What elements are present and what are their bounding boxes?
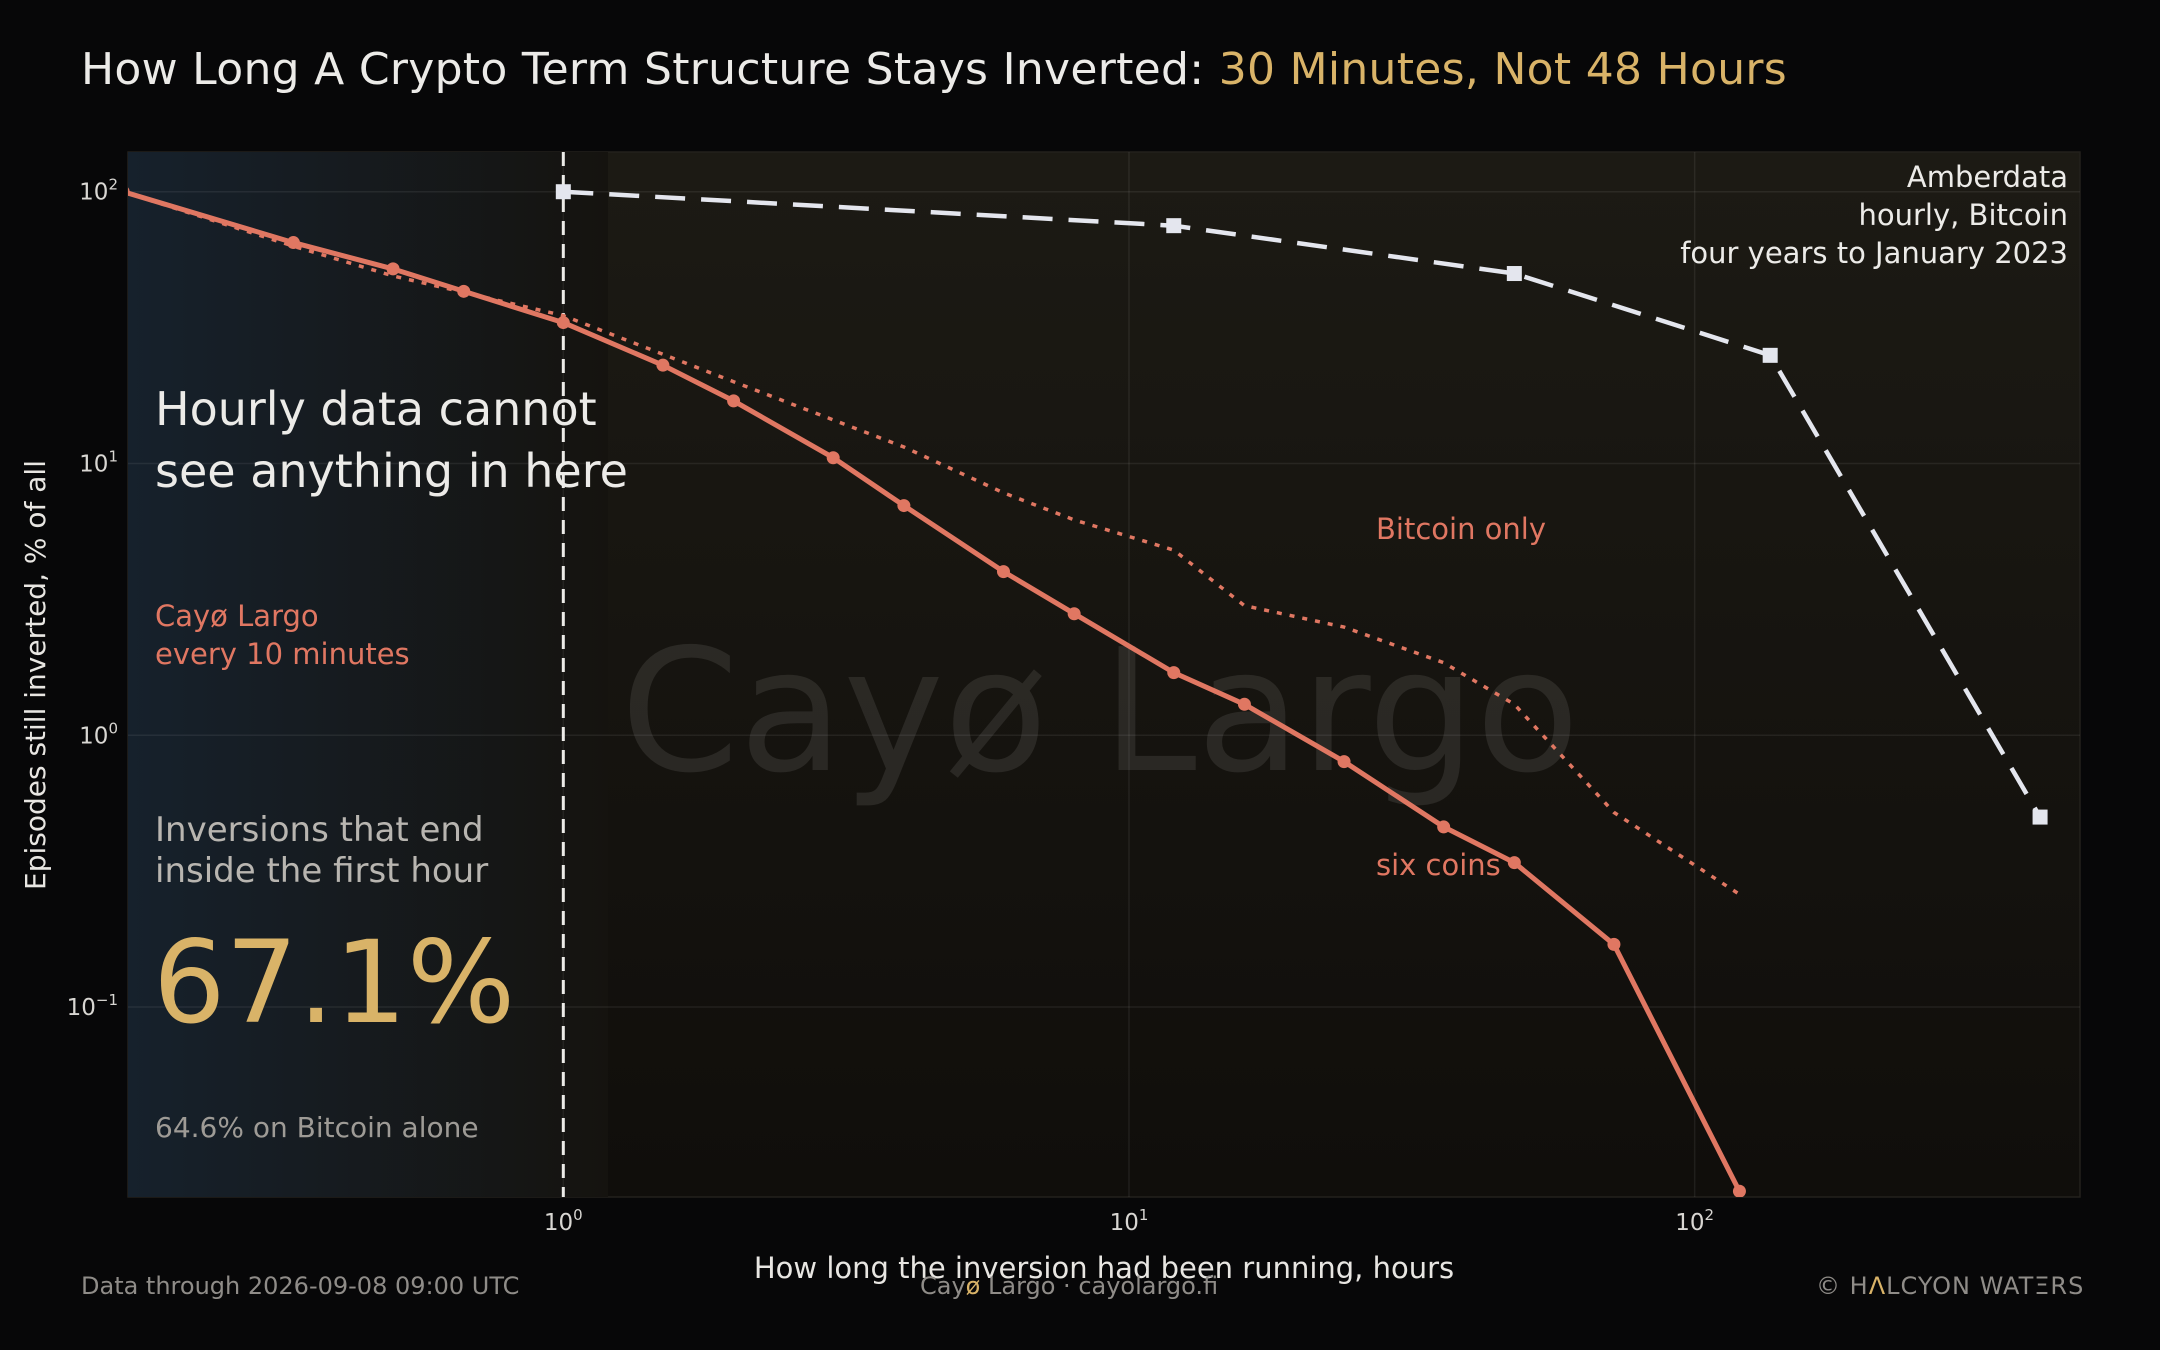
six-coins-point	[286, 236, 300, 250]
amberdata-point	[1506, 266, 1522, 282]
data-through-note: Data through 2026-09-08 09:00 UTC	[81, 1272, 520, 1300]
brand-post: Largo · cayolargo.fi	[980, 1272, 1219, 1300]
copyright-logo: © HΛLCYON WATΞRS	[1816, 1272, 2084, 1300]
six-coins-point	[1437, 820, 1451, 834]
six-coins-point	[556, 316, 570, 330]
cayo-label-line2: every 10 minutes	[155, 637, 410, 671]
amberdata-label-line2: hourly, Bitcoin	[1858, 198, 2068, 232]
six-coins-point	[897, 499, 911, 513]
bitcoin-only-label: Bitcoin only	[1376, 512, 1546, 546]
watermark: Cayø Largo	[620, 613, 1579, 811]
x-axis-label: How long the inversion had been running,…	[754, 1251, 1454, 1285]
six-coins-point	[1167, 666, 1181, 680]
amberdata-point	[1762, 347, 1778, 363]
copyright-a: Λ	[1868, 1272, 1887, 1300]
six-coins-point	[826, 451, 840, 465]
six-coins-point	[656, 358, 670, 372]
x-tick-label: 102	[1675, 1206, 1714, 1236]
hourly-blind-zone	[128, 152, 608, 1197]
x-tick-label: 101	[1110, 1206, 1149, 1236]
six-coins-point	[1337, 755, 1351, 769]
stat-caption-line1: Inversions that end	[155, 810, 484, 850]
hourly-blind-line2: see anything in here	[155, 444, 628, 498]
brand-o: ø	[965, 1272, 981, 1300]
six-coins-point	[1067, 607, 1081, 621]
six-coins-point	[1607, 937, 1621, 951]
six-coins-line	[128, 190, 1742, 1193]
cayo-label-line1: Cayø Largo	[155, 599, 319, 633]
y-tick-label: 100	[79, 719, 118, 749]
hourly-blind-line1: Hourly data cannot	[155, 382, 597, 436]
stat-caption-line2: inside the first hour	[155, 851, 488, 891]
x-tick-label: 100	[544, 1206, 583, 1236]
stat-value: 67.1%	[153, 916, 515, 1049]
series-group	[128, 152, 2048, 1197]
copyright-post: LCYON WATΞRS	[1886, 1272, 2085, 1300]
six-coins-point	[386, 262, 400, 276]
chart-title-main: How Long A Crypto Term Structure Stays I…	[81, 44, 1219, 95]
six-coins-point	[1732, 1184, 1746, 1197]
y-axis-label: Episodes still inverted, % of all	[19, 460, 52, 890]
bitcoin-only-line	[128, 191, 1741, 896]
copyright-pre: © H	[1816, 1272, 1869, 1300]
y-tick-label: 101	[79, 447, 118, 477]
six-coins-point	[996, 565, 1010, 579]
amberdata-line	[563, 189, 2043, 819]
amberdata-label-line3: four years to January 2023	[1680, 236, 2068, 270]
stat-bitcoin: 64.6% on Bitcoin alone	[155, 1111, 479, 1144]
six-coins-point	[727, 394, 741, 408]
brand-footer: Cayø Largo · cayolargo.fi	[920, 1272, 1218, 1300]
amberdata-label-line1: Amberdata	[1907, 160, 2068, 194]
amberdata-point	[555, 184, 571, 200]
six-coins-point	[1237, 697, 1251, 711]
six-coins-point	[1507, 856, 1521, 870]
chart-title: How Long A Crypto Term Structure Stays I…	[81, 44, 1787, 95]
brand-pre: Cay	[920, 1272, 966, 1300]
amberdata-point	[2032, 809, 2048, 825]
six-coins-label: six coins	[1376, 848, 1501, 882]
amberdata-point	[1166, 218, 1182, 234]
six-coins-point	[128, 187, 130, 197]
y-tick-label: 10−1	[67, 991, 118, 1021]
chart-title-accent: 30 Minutes, Not 48 Hours	[1218, 44, 1788, 95]
y-tick-label: 102	[79, 176, 118, 206]
